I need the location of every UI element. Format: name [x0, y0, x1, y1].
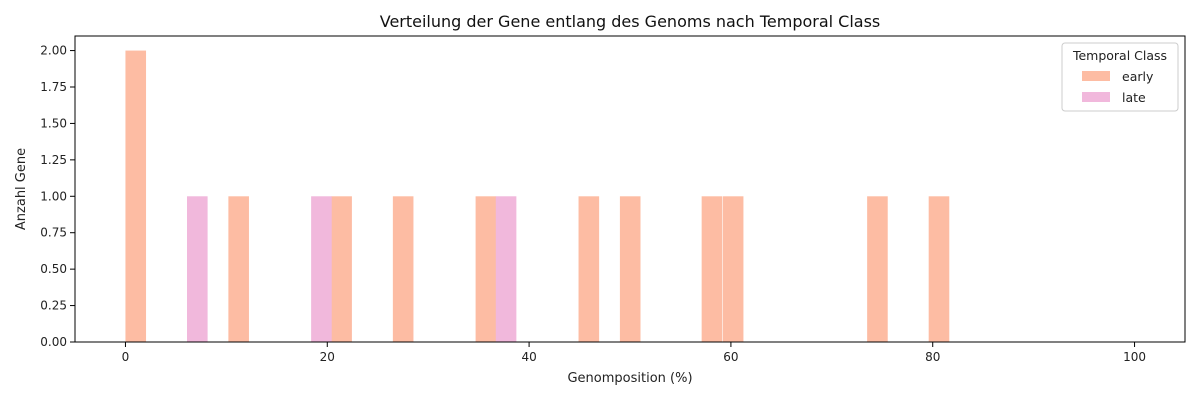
x-tick-label: 100 — [1123, 350, 1146, 364]
bar-early-3 — [392, 196, 414, 342]
y-tick-label: 0.75 — [40, 226, 67, 240]
bar-early-7 — [701, 196, 723, 342]
bar-early-5 — [578, 196, 600, 342]
bar-early-2 — [331, 196, 352, 342]
legend-label-early: early — [1122, 69, 1154, 84]
chart-title: Verteilung der Gene entlang des Genoms n… — [380, 12, 881, 31]
bar-late-2 — [495, 196, 517, 342]
y-tick-label: 1.50 — [40, 116, 67, 130]
y-axis-ticks: 0.00 0.25 0.50 0.75 1.00 1.25 1.50 1.75 2.00 — [40, 44, 75, 349]
bar-early-8 — [722, 196, 744, 342]
x-tick-label: 80 — [925, 350, 940, 364]
x-axis-label: Genomposition (%) — [567, 371, 692, 386]
y-tick-label: 1.00 — [40, 189, 67, 203]
y-tick-label: 0.25 — [40, 299, 67, 313]
y-tick-label: 1.25 — [40, 153, 67, 167]
bar-early-4 — [475, 196, 497, 342]
legend: Temporal Class early late — [1061, 42, 1179, 112]
legend-swatch-late — [1082, 92, 1110, 102]
legend-title: Temporal Class — [1072, 48, 1167, 63]
y-tick-label: 0.50 — [40, 262, 67, 276]
y-tick-label: 0.00 — [40, 335, 67, 349]
x-tick-label: 0 — [122, 350, 130, 364]
legend-label-late: late — [1122, 90, 1146, 105]
y-tick-label: 2.00 — [40, 44, 67, 58]
bar-early-0 — [125, 50, 147, 342]
x-tick-label: 20 — [320, 350, 335, 364]
x-axis-ticks: 0 20 40 60 80 100 — [122, 342, 1146, 364]
bar-early-9 — [867, 196, 888, 342]
legend-swatch-early — [1082, 71, 1110, 81]
bar-early-6 — [619, 196, 641, 342]
x-tick-label: 40 — [521, 350, 536, 364]
plot-frame — [74, 35, 1186, 343]
y-tick-label: 1.75 — [40, 80, 67, 94]
y-axis-label: Anzahl Gene — [14, 148, 29, 230]
bar-late-1 — [311, 196, 332, 342]
x-tick-label: 60 — [723, 350, 738, 364]
bar-early-1 — [228, 196, 249, 342]
bars-group — [125, 50, 950, 342]
bar-early-10 — [928, 196, 950, 342]
bar-late-0 — [187, 196, 208, 342]
